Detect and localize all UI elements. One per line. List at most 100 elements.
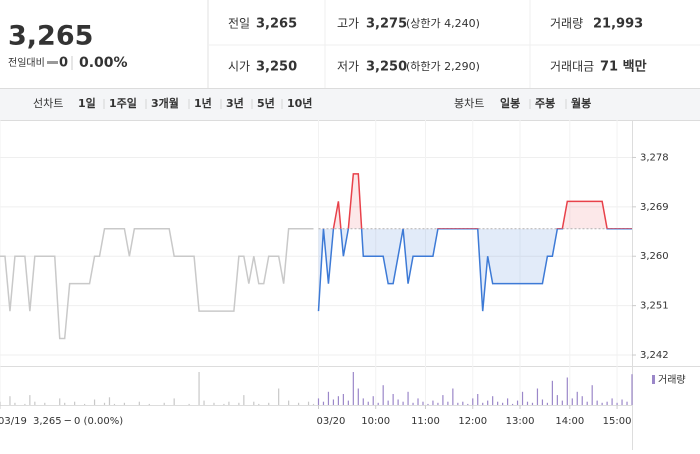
volume-bar xyxy=(223,403,225,405)
price: 3,265 xyxy=(8,21,93,52)
tab-label: 선차트 xyxy=(33,97,63,110)
volume-bar xyxy=(561,400,563,405)
volume-bar xyxy=(591,385,593,405)
volume-bar xyxy=(576,391,578,405)
volume-bar xyxy=(586,401,588,405)
y-tick-label: 3,242 xyxy=(640,350,669,361)
stat-value: 3,265 xyxy=(256,17,297,32)
stat-value: 3,250 xyxy=(366,60,407,75)
volume-bar xyxy=(447,401,449,405)
volume-bar xyxy=(631,374,633,405)
volume-bar xyxy=(103,402,106,405)
volume-bar xyxy=(417,398,419,405)
volume-bar xyxy=(427,403,429,405)
volume-bar xyxy=(482,402,484,405)
tab[interactable]: 3년 xyxy=(226,96,244,110)
volume-bar xyxy=(497,401,499,405)
volume-bar xyxy=(596,400,598,405)
tab-label: 봉차트 xyxy=(454,97,484,110)
volume-bar xyxy=(467,403,469,405)
volume-bar xyxy=(412,402,414,405)
volume-bar xyxy=(516,400,519,405)
volume-bar xyxy=(24,403,26,405)
volume-bar xyxy=(288,400,290,405)
x-tick-label: 03/20 xyxy=(316,416,345,427)
volume-bar xyxy=(332,399,335,405)
change-label: 전일대비 xyxy=(8,57,45,69)
volume-bar xyxy=(83,403,86,405)
tab[interactable]: 주봉 xyxy=(535,97,555,110)
volume-bar xyxy=(382,385,384,405)
volume-bar xyxy=(437,402,439,405)
tab[interactable]: 10년 xyxy=(287,96,312,110)
volume-bar xyxy=(477,394,479,405)
volume-bar xyxy=(616,402,618,405)
x-tick-label: 10:00 xyxy=(361,416,390,427)
y-tick-label: 3,251 xyxy=(640,301,669,312)
volume-bar xyxy=(601,402,603,405)
volume-bar xyxy=(238,402,240,405)
volume-bar xyxy=(387,400,389,405)
volume-bar xyxy=(322,401,325,405)
stat-value: 21,993 xyxy=(593,17,643,32)
volume-bar xyxy=(268,402,270,405)
tab[interactable]: 1주일 xyxy=(109,96,137,110)
volume-bar xyxy=(452,388,454,405)
tab[interactable]: 일봉 xyxy=(500,96,520,110)
y-tick-label: 3,278 xyxy=(640,152,669,163)
volume-bar xyxy=(566,377,568,405)
volume-bar xyxy=(44,402,46,405)
stat-label: 저가 xyxy=(337,60,359,74)
tab-bar xyxy=(0,88,700,120)
volume-bar xyxy=(397,399,399,405)
x-tick-label: 11:00 xyxy=(411,416,440,427)
volume-bar xyxy=(377,402,379,405)
volume-bar xyxy=(472,398,474,405)
volume-bar xyxy=(536,388,539,405)
tab[interactable]: 월봉 xyxy=(571,96,591,110)
volume-bar xyxy=(621,399,623,405)
volume-bar xyxy=(432,400,434,405)
price-line xyxy=(0,228,314,340)
y-tick-label: 3,260 xyxy=(640,251,669,262)
volume-bar xyxy=(163,402,165,405)
tab[interactable]: 1년 xyxy=(194,96,212,110)
volume-bar xyxy=(581,396,583,405)
volume-bar xyxy=(392,394,394,405)
volume-bar xyxy=(198,372,200,405)
volume-bar xyxy=(606,401,608,405)
volume-bar xyxy=(64,402,66,405)
volume-bar xyxy=(337,396,339,405)
x-tick-label: 12:00 xyxy=(458,416,487,427)
tab[interactable]: 5년 xyxy=(257,96,275,110)
volume-bar xyxy=(213,402,215,405)
volume-bar xyxy=(74,401,76,405)
volume-bar xyxy=(502,402,504,405)
volume-bar xyxy=(551,380,553,405)
x-tick-label: 14:00 xyxy=(555,416,584,427)
volume-bar xyxy=(506,398,509,405)
volume-bar xyxy=(123,402,126,405)
volume-bar xyxy=(546,402,549,405)
volume-bar xyxy=(526,401,529,405)
volume-bar xyxy=(511,403,514,405)
volume-bar xyxy=(34,401,36,405)
stat-label: 전일 xyxy=(228,17,250,31)
volume-bar xyxy=(457,402,459,405)
tab[interactable]: 1일 xyxy=(78,96,96,110)
volume-bar xyxy=(173,398,175,405)
stat-note: (상한가 4,240) xyxy=(406,17,480,30)
volume-bar xyxy=(258,403,260,405)
volume-bar xyxy=(402,401,404,405)
header-bg xyxy=(0,0,700,88)
legend-label: 거래량 xyxy=(658,374,686,386)
volume-bar xyxy=(347,400,349,405)
volume-bar xyxy=(626,401,628,405)
volume-bar xyxy=(203,400,205,405)
volume-bar xyxy=(297,402,300,405)
volume-bar xyxy=(9,396,11,405)
volume-bar xyxy=(0,401,1,405)
y-tick-label: 3,269 xyxy=(640,202,669,213)
tab[interactable]: 3개월 xyxy=(151,96,179,110)
